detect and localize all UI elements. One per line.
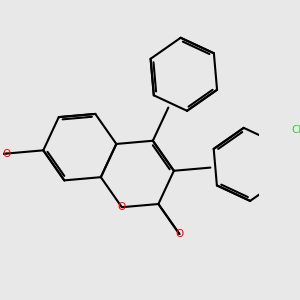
Text: Cl: Cl (291, 125, 300, 135)
Text: O: O (118, 202, 126, 212)
Text: O: O (3, 148, 11, 158)
Text: O: O (175, 229, 184, 239)
